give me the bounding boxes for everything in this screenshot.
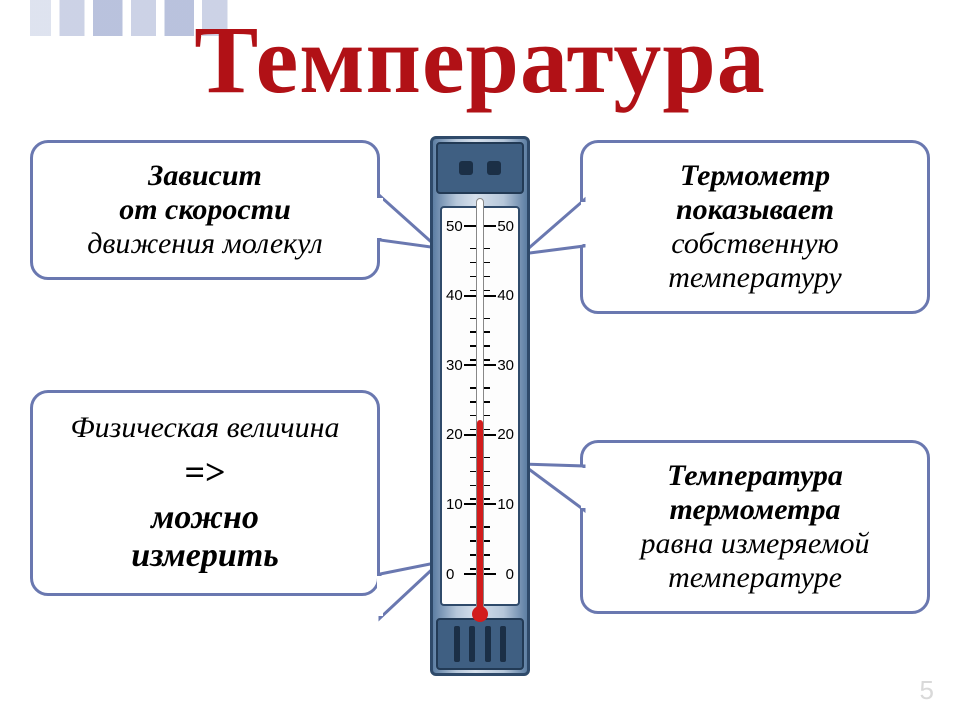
scale-label: 10: [497, 497, 514, 512]
text-line: Температура: [601, 459, 909, 493]
tick-mark: [482, 225, 496, 227]
scale-label: 40: [446, 288, 463, 303]
scale-label: 0: [446, 567, 454, 582]
scale-label: 20: [446, 427, 463, 442]
text-line: от скорости: [51, 193, 359, 227]
tick-mark: [482, 503, 496, 505]
rivet-icon: [487, 161, 501, 175]
scale-label: 30: [446, 358, 463, 373]
callout-top-left: Зависит от скорости движения молекул: [30, 140, 380, 280]
slot-icon: [469, 626, 475, 662]
callout-bottom-right: Температура термометра равна измеряемой …: [580, 440, 930, 614]
arrow-icon: =>: [45, 451, 365, 493]
tick-mark: [482, 573, 496, 575]
scale-label: 50: [497, 219, 514, 234]
thermometer-cap-top: [436, 142, 524, 194]
text-line: температуре: [601, 561, 909, 595]
scale-label: 40: [497, 288, 514, 303]
tick-mark: [482, 434, 496, 436]
text-line: собственную: [601, 227, 909, 261]
callout-top-right: Термометр показывает собственную темпера…: [580, 140, 930, 314]
thermometer: 0 0 10 10 20 20 30 30 40 40 50 50: [414, 136, 546, 676]
slot-icon: [454, 626, 460, 662]
callout-bottom-left: Физическая величина => можно измерить: [30, 390, 380, 596]
scale-label: 0: [506, 567, 514, 582]
thermometer-cap-bottom: [436, 618, 524, 670]
thermometer-bulb: [472, 606, 488, 622]
text-line: можно: [45, 499, 365, 537]
tick-mark: [482, 364, 496, 366]
text-line: термометра: [601, 493, 909, 527]
text-line: Термометр: [601, 159, 909, 193]
tick-mark: [482, 295, 496, 297]
thermometer-mercury: [477, 420, 483, 610]
slot-icon: [500, 626, 506, 662]
slot-icon: [485, 626, 491, 662]
scale-label: 20: [497, 427, 514, 442]
text-line: движения молекул: [51, 227, 359, 261]
scale-label: 50: [446, 219, 463, 234]
page-title: Температура: [0, 12, 960, 108]
text-line: Физическая величина: [45, 411, 365, 445]
rivet-icon: [459, 161, 473, 175]
text-line: измерить: [45, 537, 365, 575]
scale-label: 10: [446, 497, 463, 512]
text-line: температуру: [601, 261, 909, 295]
text-line: Зависит: [51, 159, 359, 193]
text-line: показывает: [601, 193, 909, 227]
text-line: равна измеряемой: [601, 527, 909, 561]
page-number: 5: [920, 675, 934, 706]
scale-label: 30: [497, 358, 514, 373]
